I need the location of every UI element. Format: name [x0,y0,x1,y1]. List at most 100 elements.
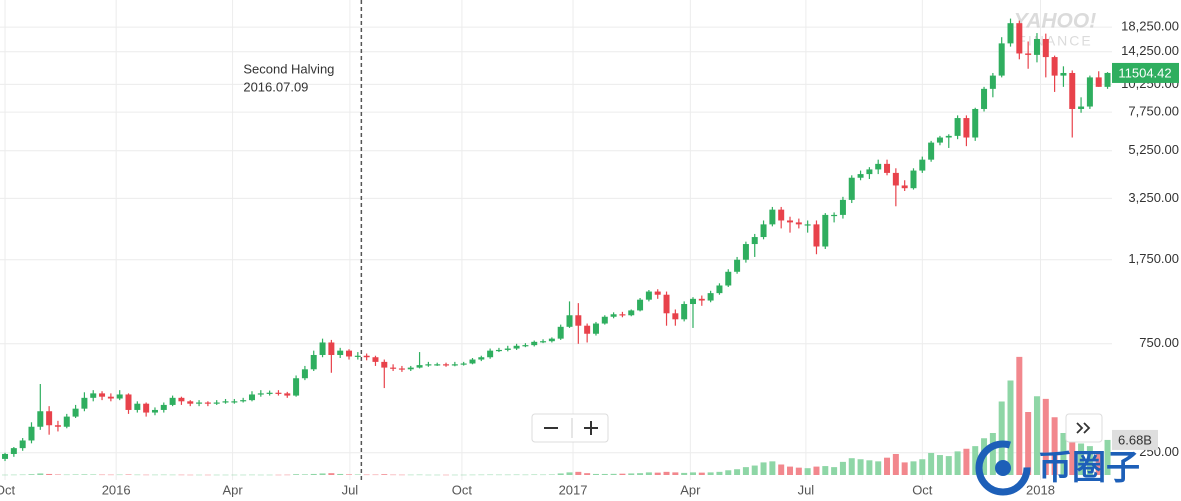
volume-bar [107,474,114,476]
candle-body [504,348,511,350]
candle-body [734,259,741,272]
candle-body [1060,72,1067,76]
volume-bar [293,474,300,475]
volume-bar [240,474,247,476]
zoom-control[interactable] [531,413,609,443]
volume-bar [204,474,211,476]
price-tag [1112,62,1179,83]
candle-body [707,293,714,301]
volume-bar [10,474,17,476]
candle-body [742,244,749,260]
volume-bar [628,473,635,475]
candle-body [522,345,529,347]
x-tick-label: Oct [452,482,473,497]
candle-body [460,363,467,365]
volume-bar [575,471,582,475]
volume-bar [945,456,952,475]
candle-body [1042,38,1049,58]
candle-body [584,325,591,334]
volume-bar [1086,446,1093,475]
logo-dot [995,460,1011,476]
volume-bar [495,474,502,476]
volume-bar [654,472,661,475]
volume-bar [936,455,943,475]
volume-bar [928,452,935,475]
volume-bar [248,474,255,476]
volume-bar [769,461,776,475]
candle-body [478,357,485,360]
candle-body [839,199,846,215]
candle-body [151,409,158,413]
overlay-logo: 币圈子 [975,440,1140,496]
candle-body [1051,57,1058,76]
candle-body [901,185,908,189]
candle-body [725,271,732,286]
candle-body [143,403,150,413]
zoom-in-icon[interactable] [584,421,598,435]
volume-bar [610,473,617,475]
candle-body [363,355,370,358]
volume-bar [998,401,1005,475]
volume-bar [284,474,291,476]
volume-bar [795,467,802,475]
candle-body [187,401,194,404]
volume-bar [81,474,88,475]
volume-bar [778,464,785,475]
volume-bar [619,473,626,475]
candle-body [919,159,926,171]
volume-bar [813,466,820,475]
volume-bar [487,474,494,476]
candle-body [566,315,573,327]
candle-body [196,402,203,404]
volume-bar [363,474,370,476]
volume-bars [2,356,1111,476]
candle-body [954,118,961,136]
scroll-box [1065,413,1103,443]
x-tick-label: Jul [342,482,359,497]
candle-body [337,350,344,355]
volume-bar [848,458,855,475]
volume-bar [919,459,926,475]
volume-bar [989,433,996,475]
volume-bar [566,472,573,475]
candle-body [813,224,820,247]
candle-body [231,401,238,403]
volume-bar [169,474,176,476]
volume-bar [1016,356,1023,475]
scroll-button[interactable] [1065,413,1103,443]
candle-body [275,392,282,394]
volume-bar [504,474,511,476]
volume-bar [672,472,679,475]
candle-body [592,323,599,334]
candle-body [443,364,450,366]
y-tick-label: 750.00 [1139,335,1179,350]
volume-bar [698,472,705,475]
candle-body [910,170,917,189]
volume-bar [125,474,132,475]
x-tick-label: Oct [912,482,933,497]
volume-bar [751,465,758,475]
candle-body [795,222,802,225]
volume-bar [522,474,529,476]
volume-bar [390,474,397,476]
y-tick-label: 1,750.00 [1128,251,1179,266]
volume-bar [831,467,838,475]
candle-body [37,411,44,427]
volume-bar [231,474,238,476]
volume-bar [1007,380,1014,475]
volume-bar [381,474,388,475]
candle-body [1104,72,1111,87]
volume-bar [707,472,714,475]
candle-body [319,342,326,355]
annotation-text: 2016.07.09 [243,79,308,94]
candle-body [99,393,106,397]
grid [0,0,1112,480]
y-tick-label: 14,250.00 [1121,43,1179,58]
volume-bar [884,457,891,475]
candle-body [769,209,776,225]
x-tick-label: 2016 [102,482,131,497]
candle-body [487,350,494,358]
candle-body [848,177,855,200]
